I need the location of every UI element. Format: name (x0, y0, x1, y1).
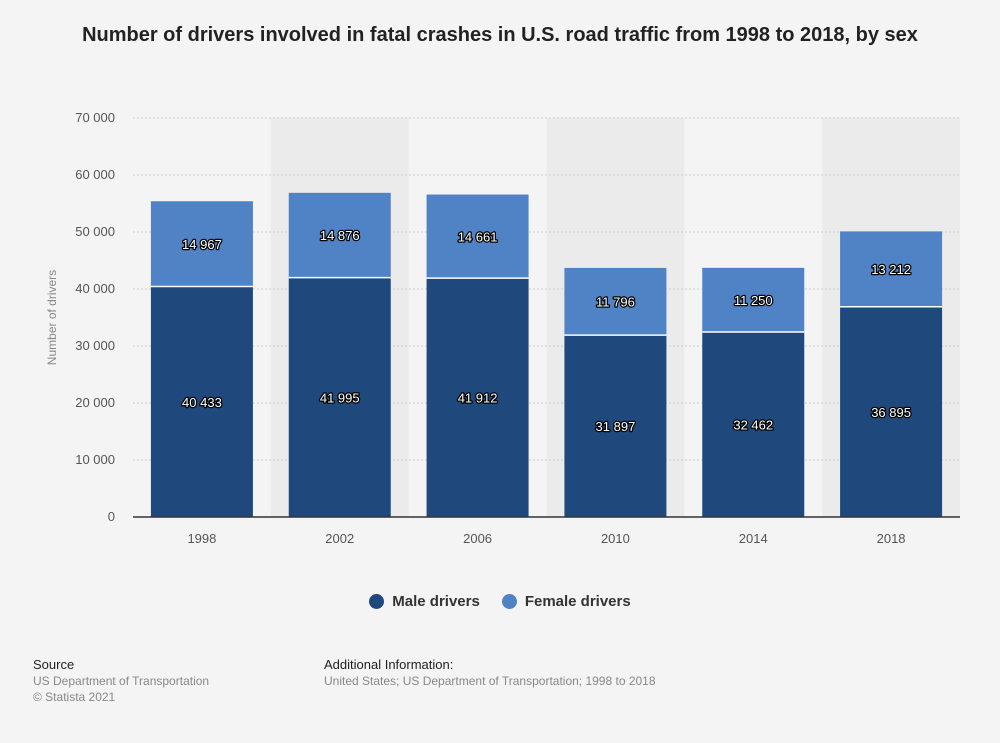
bar-value-label-female: 14 876 (320, 228, 360, 243)
legend-label-male: Male drivers (392, 593, 480, 610)
x-tick-label: 2018 (877, 531, 906, 546)
bar-male[interactable] (564, 335, 667, 517)
source-heading: Source (33, 657, 75, 672)
x-tick-label: 1998 (187, 531, 216, 546)
bar-male[interactable] (426, 278, 529, 517)
x-tick-label: 2002 (325, 531, 354, 546)
y-tick-label: 50 000 (75, 224, 115, 239)
additional-info-heading: Additional Information: (324, 657, 454, 672)
legend-swatch-female (501, 594, 517, 609)
legend: Male drivers Female drivers (0, 593, 1000, 610)
y-axis-title: Number of drivers (45, 270, 59, 365)
bar-value-label-male: 41 995 (320, 390, 360, 405)
bar-male[interactable] (840, 306, 943, 517)
bar-male[interactable] (150, 286, 253, 517)
bar-value-label-female: 11 796 (596, 295, 635, 310)
bar-value-label-female: 14 661 (458, 229, 498, 244)
y-tick-label: 40 000 (75, 281, 115, 296)
legend-item-female[interactable]: Female drivers (501, 593, 631, 610)
bar-female[interactable] (288, 192, 391, 278)
additional-info-text: United States; US Department of Transpor… (324, 674, 656, 688)
legend-item-male[interactable]: Male drivers (369, 593, 480, 610)
y-tick-label: 30 000 (75, 338, 115, 353)
y-tick-label: 20 000 (75, 395, 115, 410)
legend-swatch-male (369, 594, 385, 609)
x-tick-label: 2010 (601, 531, 630, 546)
bar-female[interactable] (702, 267, 805, 332)
bar-value-label-female: 13 212 (871, 262, 911, 277)
bar-female[interactable] (150, 201, 253, 287)
bar-value-label-male: 31 897 (596, 419, 636, 434)
x-tick-label: 2006 (463, 531, 492, 546)
y-tick-label: 60 000 (75, 167, 115, 182)
bar-male[interactable] (288, 277, 391, 517)
bar-male[interactable] (702, 331, 805, 517)
source-block: Source US Department of Transportation ©… (33, 657, 209, 705)
additional-info-block: Additional Information: United States; U… (324, 657, 656, 689)
bar-female[interactable] (840, 231, 943, 307)
y-tick-label: 0 (108, 509, 115, 524)
bar-value-label-female: 14 967 (182, 237, 222, 252)
bar-value-label-female: 11 250 (734, 293, 773, 308)
bar-female[interactable] (426, 194, 529, 279)
source-line-2: © Statista 2021 (33, 690, 116, 704)
bar-value-label-male: 40 433 (182, 395, 222, 410)
source-line-1: US Department of Transportation (33, 674, 210, 688)
bar-value-label-male: 41 912 (458, 391, 498, 406)
legend-label-female: Female drivers (524, 593, 631, 610)
bar-female[interactable] (564, 267, 667, 336)
bar-value-label-male: 36 895 (871, 405, 911, 420)
x-tick-label: 2014 (739, 531, 768, 546)
y-tick-label: 70 000 (75, 110, 115, 125)
chart-canvas: 0 10 000 20 000 30 000 40 000 50 000 60 000 70 … (45, 110, 960, 546)
chart-title: Number of drivers involved in fatal cras… (82, 24, 918, 46)
bar-value-label-male: 32 462 (733, 417, 773, 432)
y-tick-label: 10 000 (75, 452, 115, 467)
